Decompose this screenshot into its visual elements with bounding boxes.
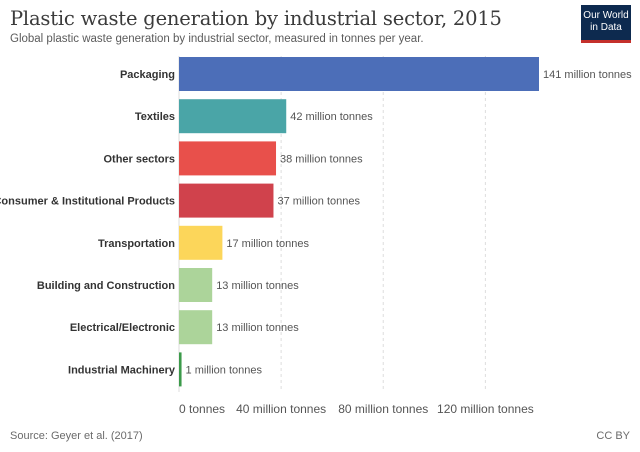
category-label: Consumer & Institutional Products xyxy=(0,196,175,208)
value-label: 13 million tonnes xyxy=(216,280,299,292)
category-label: Electrical/Electronic xyxy=(70,322,175,334)
bar[interactable] xyxy=(179,183,274,218)
x-tick-label: 0 tonnes xyxy=(179,402,225,416)
category-label: Other sectors xyxy=(103,153,175,165)
owid-logo[interactable]: Our World in Data xyxy=(581,5,631,43)
logo-line-2: in Data xyxy=(590,22,622,33)
category-label: Packaging xyxy=(120,69,175,81)
chart-title: Plastic waste generation by industrial s… xyxy=(10,7,502,30)
category-label: Transportation xyxy=(98,238,175,250)
bar[interactable] xyxy=(179,268,213,302)
value-label: 38 million tonnes xyxy=(280,153,363,165)
logo-line-1: Our World xyxy=(583,10,629,21)
bar[interactable] xyxy=(179,57,539,91)
x-tick-label: 40 million tonnes xyxy=(236,402,326,416)
value-label: 37 million tonnes xyxy=(277,196,360,208)
bar-layer xyxy=(179,57,539,387)
bar-chart: Packaging 141 million tonnes Textiles 42 mi… xyxy=(0,56,632,416)
value-label: 13 million tonnes xyxy=(216,322,299,334)
category-label: Building and Construction xyxy=(37,280,175,292)
source-note[interactable]: Source: Geyer et al. (2017) xyxy=(10,430,143,442)
value-label: 17 million tonnes xyxy=(226,238,309,250)
x-tick-label: 120 million tonnes xyxy=(437,402,534,416)
bar[interactable] xyxy=(179,99,287,134)
tick-layer: 0 tonnes 40 million tonnes 80 million tonn… xyxy=(179,402,534,416)
category-label: Industrial Machinery xyxy=(68,364,176,376)
bar[interactable] xyxy=(179,225,223,260)
chart-subtitle: Global plastic waste generation by indus… xyxy=(10,33,424,45)
value-label: 1 million tonnes xyxy=(186,364,263,376)
label-layer: Packaging 141 million tonnes Textiles 42 mi… xyxy=(0,69,632,376)
category-label: Textiles xyxy=(135,111,175,123)
logo-accent-bar xyxy=(581,40,631,43)
bar[interactable] xyxy=(179,310,213,345)
value-label: 42 million tonnes xyxy=(290,111,373,123)
license-link[interactable]: CC BY xyxy=(596,430,630,442)
x-tick-label: 80 million tonnes xyxy=(338,402,428,416)
bar[interactable] xyxy=(179,352,182,387)
bar[interactable] xyxy=(179,141,277,176)
value-label: 141 million tonnes xyxy=(543,69,632,81)
